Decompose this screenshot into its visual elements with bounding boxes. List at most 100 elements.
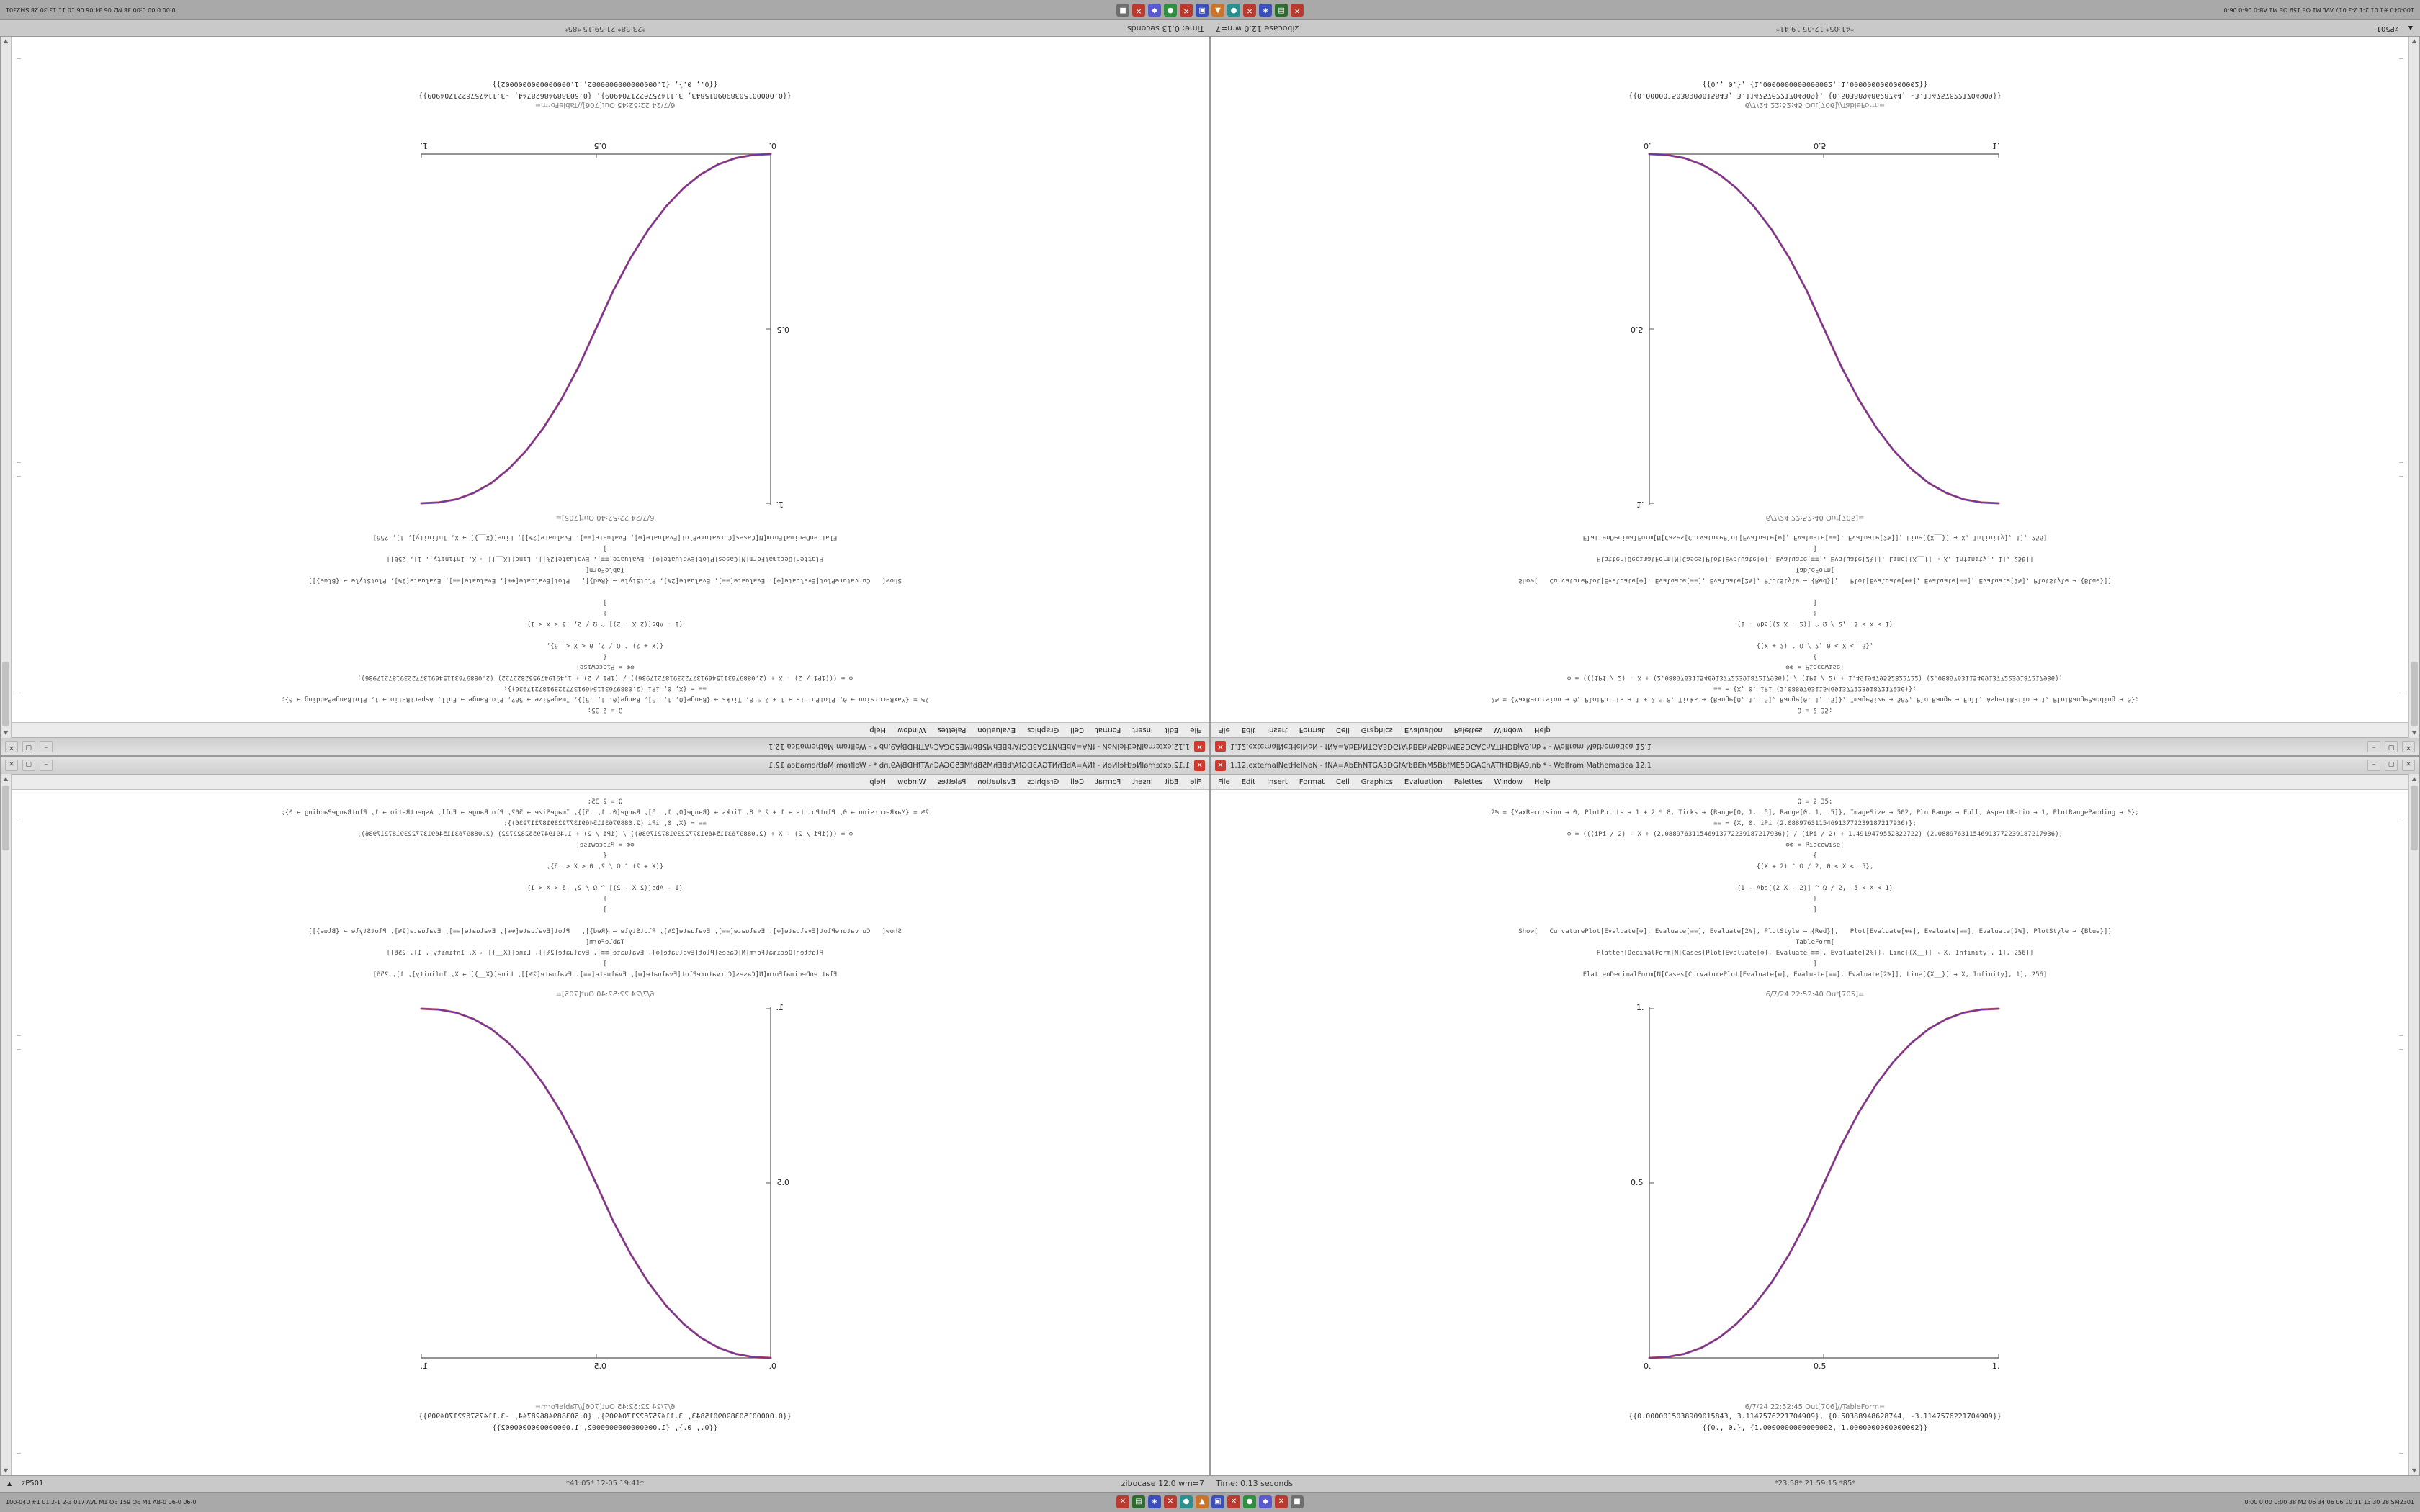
menu-item-cell[interactable]: Cell [1070, 778, 1084, 786]
notebook-code-line[interactable]: ] [603, 598, 607, 606]
menu-item-evaluation[interactable]: Evaluation [1404, 778, 1443, 786]
menu-item-edit[interactable]: Edit [1241, 726, 1256, 734]
notebook-code-line[interactable]: 2% = {MaxRecursion → 0, PlotPoints → 1 +… [1491, 809, 2139, 816]
workspace-arrow-icon[interactable]: ▲ [7, 1480, 12, 1487]
notebook-code-line[interactable]: {(X + 2) ^ Ω / 2, 0 < X < .5}, [546, 863, 664, 870]
notebook-code-line[interactable]: TableForm[ [1795, 939, 1835, 946]
menu-item-edit[interactable]: Edit [1164, 726, 1179, 734]
notebook-code-line[interactable]: ≡≡ = {X, 0, iPi (2.088976311546913772239… [503, 685, 707, 692]
app-icon-7[interactable]: ▣ [1211, 1495, 1224, 1508]
menu-item-window[interactable]: Window [1494, 726, 1523, 734]
menu-item-file[interactable]: File [1190, 778, 1202, 786]
window-titlebar[interactable]: ✕ 1.12.externalNetHelNoN - fNA=AbEhNTGA3… [1, 737, 1209, 755]
menu-item-palettes[interactable]: Palettes [937, 726, 967, 734]
cell-bracket[interactable] [17, 58, 21, 463]
menu-item-help[interactable]: Help [1533, 778, 1551, 786]
menu-item-format[interactable]: Format [1095, 726, 1121, 734]
notebook-code-line[interactable]: FlattenDecimalForm[N[Cases[CurvaturePlot… [372, 534, 838, 541]
scrollbar-thumb[interactable] [2411, 786, 2418, 850]
menu-item-insert[interactable]: Insert [1132, 726, 1153, 734]
menu-item-cell[interactable]: Cell [1336, 778, 1350, 786]
cell-bracket[interactable] [2399, 819, 2403, 1036]
app-icon-6[interactable]: ▲ [1196, 1495, 1209, 1508]
cell-bracket[interactable] [2399, 1049, 2403, 1454]
menu-item-file[interactable]: File [1218, 726, 1230, 734]
notebook-code-line[interactable]: {1 - Abs[(2 X - 2)] ^ Ω / 2, .5 < X < 1} [526, 885, 684, 892]
scroll-down-icon[interactable]: ▼ [3, 38, 9, 45]
menu-item-graphics[interactable]: Graphics [1027, 778, 1059, 786]
notebook-code-line[interactable]: {(X + 2) ^ Ω / 2, 0 < X < .5}, [1756, 863, 1874, 870]
notebook-code-line[interactable]: {1 - Abs[(2 X - 2)] ^ Ω / 2, .5 < X < 1} [1736, 885, 1894, 892]
notebook-code-line[interactable]: ] [603, 960, 607, 968]
menu-item-edit[interactable]: Edit [1164, 778, 1179, 786]
notebook-code-line[interactable]: Show[ CurvaturePlot[Evaluate[⊕], Evaluat… [308, 577, 902, 584]
background-window-titlebar-right[interactable]: *23:58* 21:59:15 *85* Time: 0.13 seconds [0, 20, 1210, 36]
menu-item-palettes[interactable]: Palettes [1453, 778, 1483, 786]
scroll-down-icon[interactable]: ▼ [3, 1467, 9, 1474]
menu-item-cell[interactable]: Cell [1070, 726, 1084, 734]
notebook-code-line[interactable]: 2% = {MaxRecursion → 0, PlotPoints → 1 +… [281, 696, 929, 703]
notebook-code-line[interactable]: ≡≡ = {X, 0, iPi (2.088976311546913772239… [503, 820, 707, 827]
app-icon-12[interactable]: ■ [1116, 4, 1129, 17]
app-icon-10[interactable]: ◆ [1259, 1495, 1272, 1508]
app-icon-11[interactable]: ✕ [1275, 1495, 1288, 1508]
menu-item-format[interactable]: Format [1095, 778, 1121, 786]
workspace-arrow-icon[interactable]: ▲ [2408, 25, 2413, 32]
cell-bracket[interactable] [2399, 476, 2403, 693]
maximize-button[interactable]: ▢ [22, 741, 35, 752]
close-button[interactable]: ✕ [2402, 760, 2415, 771]
maximize-button[interactable]: ▢ [22, 760, 35, 771]
notebook-code-line[interactable]: FlattenDecimalForm[N[Cases[CurvaturePlot… [372, 971, 838, 978]
notebook-code-line[interactable]: Flatten[DecimalForm[N[Cases[Plot[Evaluat… [386, 950, 824, 957]
scroll-down-icon[interactable]: ▼ [2411, 38, 2417, 45]
app-icon-2[interactable]: ▤ [1275, 4, 1288, 17]
menu-item-palettes[interactable]: Palettes [937, 778, 967, 786]
menu-item-cell[interactable]: Cell [1336, 726, 1350, 734]
scrollbar-thumb[interactable] [2, 786, 9, 850]
menu-item-window[interactable]: Window [897, 726, 926, 734]
app-icon-1[interactable]: ✕ [1116, 1495, 1129, 1508]
background-window-titlebar-left[interactable]: ▲ zP501 *41:05* 12-05 19:41* zibocase 12… [1210, 20, 2420, 36]
menu-item-file[interactable]: File [1190, 726, 1202, 734]
maximize-button[interactable]: ▢ [2385, 760, 2398, 771]
menu-item-evaluation[interactable]: Evaluation [1404, 726, 1443, 734]
app-icon-3[interactable]: ◈ [1259, 4, 1272, 17]
notebook-code-line[interactable]: ] [1813, 544, 1817, 552]
notebook-code-line[interactable]: Flatten[DecimalForm[N[Cases[Plot[Evaluat… [1596, 555, 2034, 562]
notebook-code-line[interactable]: { [603, 852, 607, 860]
notebook-code-line[interactable]: } [1813, 609, 1817, 616]
scroll-up-icon[interactable]: ▲ [2411, 775, 2417, 782]
menu-item-edit[interactable]: Edit [1241, 778, 1256, 786]
scrollbar-thumb[interactable] [2, 662, 9, 726]
notebook-code-line[interactable]: FlattenDecimalForm[N[Cases[CurvaturePlot… [1582, 534, 2048, 541]
scroll-up-icon[interactable]: ▲ [2411, 730, 2417, 737]
minimize-button[interactable]: – [2367, 760, 2380, 771]
notebook-code-line[interactable]: ] [603, 544, 607, 552]
app-icon-12[interactable]: ■ [1291, 1495, 1304, 1508]
menu-item-window[interactable]: Window [1494, 778, 1523, 786]
menu-item-insert[interactable]: Insert [1267, 778, 1288, 786]
notebook-code-line[interactable]: ⊕⊕ = Piecewise[ [1785, 663, 1845, 670]
menu-item-evaluation[interactable]: Evaluation [977, 726, 1016, 734]
menu-item-file[interactable]: File [1218, 778, 1230, 786]
notebook-code-line[interactable]: ⊕⊕ = Piecewise[ [1785, 842, 1845, 849]
mathematica-window[interactable]: ✕ 1.12.externalNetHelNoN - fNA=AbEhNTGA3… [1210, 36, 2420, 756]
notebook-code-line[interactable]: 2% = {MaxRecursion → 0, PlotPoints → 1 +… [281, 809, 929, 816]
minimize-button[interactable]: – [2367, 741, 2380, 752]
scrollbar-thumb[interactable] [2411, 662, 2418, 726]
app-icon-7[interactable]: ▣ [1196, 4, 1209, 17]
minimize-button[interactable]: – [40, 741, 53, 752]
notebook-code-line[interactable]: } [603, 896, 607, 903]
mathematica-window[interactable]: ✕ 1.12.externalNetHelNoN - fNA=AbEhNTGA3… [1210, 756, 2420, 1476]
menu-item-help[interactable]: Help [869, 726, 887, 734]
notebook-code-line[interactable]: { [1813, 652, 1817, 660]
app-icon-10[interactable]: ◆ [1148, 4, 1161, 17]
app-icon-2[interactable]: ▤ [1132, 1495, 1145, 1508]
vertical-scrollbar[interactable]: ▲ ▼ [2408, 37, 2419, 738]
notebook-code-line[interactable]: Ω = 2.35; [1797, 706, 1833, 714]
menu-item-help[interactable]: Help [1533, 726, 1551, 734]
notebook-code-line[interactable]: Ω = 2.35; [587, 798, 623, 806]
menu-item-palettes[interactable]: Palettes [1453, 726, 1483, 734]
notebook-code-line[interactable]: Flatten[DecimalForm[N[Cases[Plot[Evaluat… [1596, 950, 2034, 957]
app-icon-5[interactable]: ● [1180, 1495, 1193, 1508]
